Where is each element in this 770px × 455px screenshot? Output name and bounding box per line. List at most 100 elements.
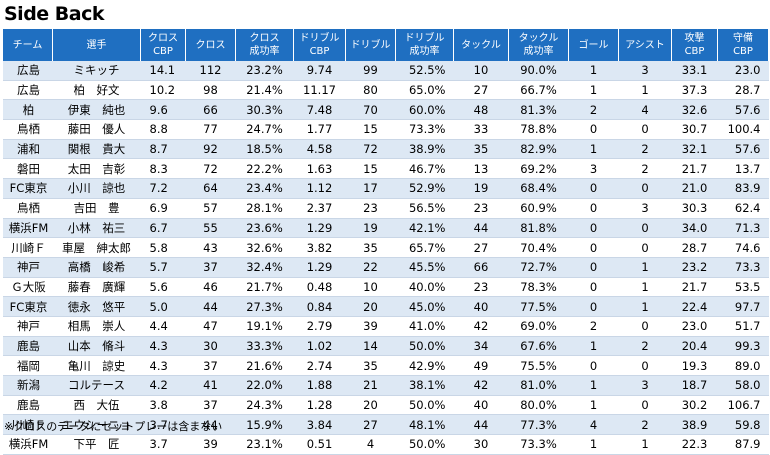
stat-cell: 90.0% (508, 61, 569, 81)
stat-cell: 23 (345, 198, 396, 219)
stat-cell: 106.7 (717, 395, 769, 416)
stat-cell: 78.3% (508, 277, 569, 298)
stat-cell: 46.7% (395, 158, 454, 180)
stat-cell: 37.3 (671, 80, 718, 101)
stat-cell: 20 (345, 395, 396, 416)
stat-cell: 15 (345, 158, 396, 180)
stat-cell: 49 (453, 355, 509, 376)
player-cell: 藤田 優人 (52, 119, 141, 140)
stat-cell: 38.9 (671, 414, 718, 436)
column-header: クロス CBP (140, 29, 186, 61)
team-cell: 福岡 (2, 355, 53, 376)
stat-cell: 1.88 (293, 375, 346, 396)
stat-cell: 1.12 (293, 178, 346, 199)
stat-cell: 2 (618, 414, 672, 436)
stat-cell: 57.6 (717, 139, 769, 160)
column-header: ドリブル (345, 29, 396, 61)
stat-cell: 1.28 (293, 395, 346, 416)
stat-cell: 64 (185, 178, 236, 199)
team-cell: 鹿島 (2, 395, 53, 416)
stat-cell: 34 (453, 336, 509, 357)
stat-cell: 20.4 (671, 336, 718, 357)
stat-cell: 42 (453, 375, 509, 396)
stat-cell: 30.3 (671, 198, 718, 219)
column-header: アシスト (618, 29, 672, 61)
stat-cell: 62.4 (717, 198, 769, 219)
player-cell: 小川 諒也 (52, 178, 141, 199)
table-row: 広島柏 好文 10.2 98 21.4% 11.17 80 65.0% 27 66.7% 1 1 37… (2, 80, 769, 101)
table-row: 鹿島西 大伍 3.8 37 24.3% 1.28 20 50.0% 40 80.0% 1 0 30.2… (2, 395, 769, 416)
stat-cell: 72 (345, 139, 396, 160)
stat-cell: 0 (568, 218, 619, 239)
stat-cell: 0 (568, 119, 619, 140)
player-cell: 亀川 諒史 (52, 355, 141, 376)
player-cell: 徳永 悠平 (52, 296, 141, 317)
player-cell: 小林 祐三 (52, 218, 141, 239)
stat-cell: 22.4 (671, 296, 718, 317)
stat-cell: 81.8% (508, 218, 569, 239)
stat-cell: 57 (185, 198, 236, 219)
table-body: 広島 ミキッチ 14.1 112 23.2% 9.74 99 52.5% 10 90.0% 1 3 33… (2, 61, 769, 455)
stat-cell: 1.02 (293, 336, 346, 357)
team-cell: 鳥栖 (2, 119, 53, 140)
stat-cell: 2 (568, 316, 619, 337)
stat-cell: 2.79 (293, 316, 346, 337)
stat-cell: 77.3% (508, 414, 569, 436)
team-cell: 広島 (2, 80, 53, 101)
stat-cell: 40 (453, 296, 509, 317)
stat-cell: 39 (185, 434, 236, 455)
stat-cell: 30.3% (235, 99, 294, 121)
stat-cell: 68.4% (508, 178, 569, 199)
stat-cell: 23.1% (235, 434, 294, 455)
stat-cell: 21.7 (671, 277, 718, 298)
stat-cell: 45.5% (395, 257, 454, 278)
stat-cell: 10 (345, 277, 396, 298)
stat-cell: 78.8% (508, 119, 569, 140)
table-row: 新潟 コルテース 4.2 41 22.0% 1.88 21 38.1% 42 81.0% 1 3 18.… (2, 375, 769, 396)
table-row: FC東京 徳永 悠平 5.0 44 27.3% 0.84 20 45.0% 40 77.5% 0 1 2… (2, 296, 769, 317)
stat-cell: 51.7 (717, 316, 769, 337)
stat-cell: 3 (568, 158, 619, 180)
player-cell: 太田 吉彰 (52, 158, 141, 180)
stat-cell: 42.9% (395, 355, 454, 376)
stat-cell: 0 (568, 296, 619, 317)
team-cell: 川崎Ｆ (2, 414, 53, 436)
stat-cell: 50.0% (395, 336, 454, 357)
stat-cell: 21.6% (235, 355, 294, 376)
player-cell: 西 大伍 (52, 395, 141, 416)
stat-cell: 3.7 (140, 434, 186, 455)
player-cell: 藤春 廣輝 (52, 277, 141, 298)
stat-cell: 1 (568, 336, 619, 357)
stat-cell: 35 (345, 237, 396, 258)
stat-cell: 0 (568, 277, 619, 298)
stat-cell: 0 (618, 237, 672, 258)
stat-cell: 8.8 (140, 119, 186, 140)
stat-cell: 23.0 (671, 316, 718, 337)
stat-cell: 30 (185, 336, 236, 357)
stat-cell: 27 (453, 80, 509, 101)
stat-cell: 24.7% (235, 119, 294, 140)
table-row: 神戸 高橋 峻希 5.7 37 32.4% 1.29 22 45.5% 66 72.7% 0 1 23.… (2, 257, 769, 278)
stat-cell: 77 (185, 119, 236, 140)
table-row: 福岡 亀川 諒史 4.3 37 21.6% 2.74 35 42.9% 49 75.5% 0 0 19.… (2, 355, 769, 376)
team-cell: Ｇ大阪 (2, 277, 53, 298)
stat-cell: 39 (345, 316, 396, 337)
stat-cell: 5.7 (140, 257, 186, 278)
stat-cell: 34.0 (671, 218, 718, 239)
stat-cell: 17 (345, 178, 396, 199)
stat-cell: 1.29 (293, 218, 346, 239)
stat-cell: 44 (453, 414, 509, 436)
stat-cell: 65.0% (395, 80, 454, 101)
stat-cell: 28.7 (671, 237, 718, 258)
stat-cell: 11.17 (293, 80, 346, 101)
stat-cell: 1 (618, 296, 672, 317)
stat-cell: 6.9 (140, 198, 186, 219)
stat-cell: 2 (618, 336, 672, 357)
player-cell: 相馬 崇人 (52, 316, 141, 337)
team-cell: 神戸 (2, 316, 53, 337)
stat-cell: 3.84 (293, 414, 346, 436)
team-cell: FC東京 (2, 178, 53, 199)
stat-cell: 58.0 (717, 375, 769, 396)
stat-cell: 37 (185, 395, 236, 416)
team-cell: 鹿島 (2, 336, 53, 357)
